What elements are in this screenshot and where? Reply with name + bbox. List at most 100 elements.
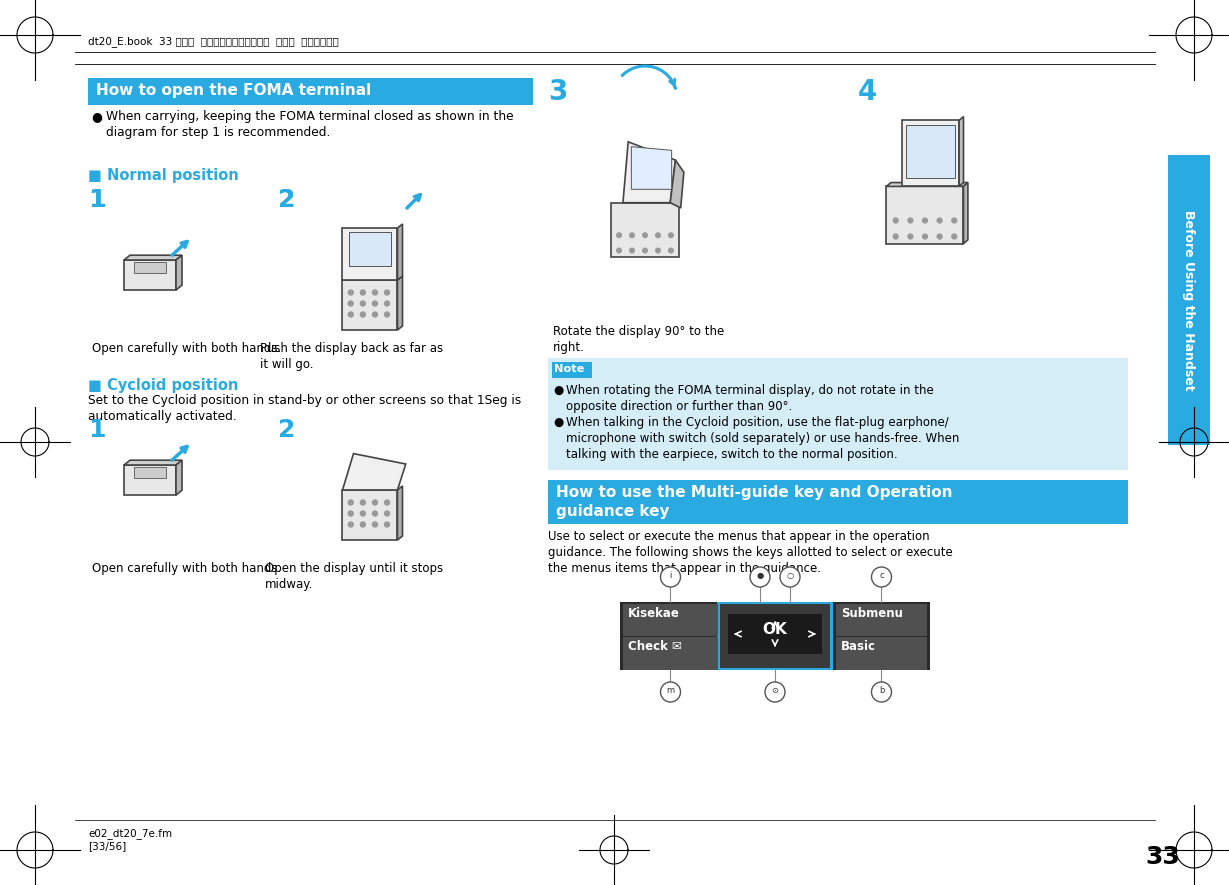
Circle shape [617, 233, 622, 237]
Circle shape [385, 312, 390, 317]
Circle shape [951, 235, 956, 239]
Bar [720, 604, 830, 668]
Text: Open the display until it stops
midway.: Open the display until it stops midway. [265, 562, 444, 591]
Circle shape [385, 522, 390, 527]
Circle shape [348, 522, 353, 527]
Circle shape [871, 567, 891, 587]
Circle shape [923, 218, 928, 223]
Text: OK: OK [763, 622, 788, 637]
Circle shape [360, 290, 365, 295]
Polygon shape [124, 465, 176, 495]
Text: When talking in the Cycloid position, use the flat-plug earphone/
microphone wit: When talking in the Cycloid position, us… [567, 416, 960, 461]
Polygon shape [902, 120, 959, 187]
Text: dt20_E.book  33 ページ  ２００７年１２月１２日  水曜日  午後２時３分: dt20_E.book 33 ページ ２００７年１２月１２日 水曜日 午後２時３… [88, 36, 339, 47]
Text: ■ Cycloid position: ■ Cycloid position [88, 378, 238, 393]
Polygon shape [907, 125, 955, 179]
Circle shape [908, 218, 913, 223]
Text: 3: 3 [548, 78, 568, 106]
Circle shape [360, 301, 365, 306]
Text: ⊙: ⊙ [772, 686, 778, 695]
Bar [619, 602, 930, 670]
Circle shape [893, 235, 898, 239]
Bar [728, 614, 822, 654]
Circle shape [385, 290, 390, 295]
Circle shape [629, 233, 634, 237]
Circle shape [780, 567, 800, 587]
Polygon shape [349, 232, 391, 266]
Text: Open carefully with both hands.: Open carefully with both hands. [92, 342, 281, 355]
Text: ○: ○ [787, 571, 794, 580]
Circle shape [643, 233, 648, 237]
Bar [836, 637, 927, 670]
Text: ●: ● [553, 384, 563, 397]
Polygon shape [959, 117, 964, 187]
Polygon shape [134, 262, 166, 273]
Text: ●: ● [91, 110, 102, 123]
Bar [836, 604, 927, 636]
Text: 2: 2 [278, 418, 295, 442]
Text: 4: 4 [858, 78, 878, 106]
Text: Kisekae: Kisekae [628, 607, 680, 620]
Bar [548, 358, 1128, 470]
Polygon shape [134, 467, 166, 478]
Circle shape [655, 233, 660, 237]
Polygon shape [343, 228, 397, 280]
Circle shape [360, 312, 365, 317]
Text: c: c [879, 571, 884, 580]
Polygon shape [343, 280, 397, 330]
Text: Submenu: Submenu [841, 607, 903, 620]
Circle shape [669, 248, 673, 253]
Polygon shape [397, 224, 403, 280]
Circle shape [360, 511, 365, 516]
Circle shape [660, 682, 681, 702]
Text: 1: 1 [88, 188, 106, 212]
Polygon shape [886, 182, 968, 187]
Circle shape [372, 500, 377, 505]
Text: How to use the Multi-guide key and Operation
guidance key: How to use the Multi-guide key and Opera… [556, 485, 952, 519]
Circle shape [385, 511, 390, 516]
Polygon shape [397, 276, 403, 330]
Text: 33: 33 [1145, 845, 1180, 869]
Text: b: b [879, 686, 884, 695]
Text: Rotate the display 90° to the
right.: Rotate the display 90° to the right. [553, 325, 724, 354]
Bar [717, 602, 833, 670]
Bar [548, 480, 1128, 524]
Text: Before Using the Handset: Before Using the Handset [1182, 210, 1196, 390]
Bar [623, 637, 718, 670]
Text: 1: 1 [88, 188, 106, 212]
Text: How to open the FOMA terminal: How to open the FOMA terminal [96, 83, 371, 98]
Bar [1168, 155, 1211, 445]
Circle shape [908, 235, 913, 239]
Text: i: i [670, 571, 672, 580]
Circle shape [372, 511, 377, 516]
Circle shape [348, 301, 353, 306]
Text: 2: 2 [278, 188, 295, 212]
Text: 1: 1 [88, 418, 106, 442]
Text: Check ✉: Check ✉ [628, 640, 682, 653]
Polygon shape [176, 460, 182, 495]
Text: m: m [666, 686, 675, 695]
Circle shape [348, 500, 353, 505]
Polygon shape [343, 454, 406, 490]
Circle shape [951, 218, 956, 223]
Bar [623, 604, 718, 636]
Circle shape [360, 522, 365, 527]
Polygon shape [397, 486, 403, 540]
Polygon shape [124, 460, 182, 465]
Polygon shape [670, 160, 683, 208]
Circle shape [938, 218, 943, 223]
Circle shape [372, 312, 377, 317]
Polygon shape [632, 147, 672, 189]
Text: ■ Normal position: ■ Normal position [88, 168, 238, 183]
Circle shape [871, 682, 891, 702]
Text: Push the display back as far as
it will go.: Push the display back as far as it will … [261, 342, 444, 371]
Circle shape [893, 218, 898, 223]
Text: e02_dt20_7e.fm
[33/56]: e02_dt20_7e.fm [33/56] [88, 828, 172, 851]
Bar [552, 362, 592, 378]
Circle shape [655, 248, 660, 253]
Bar [88, 78, 533, 105]
Polygon shape [886, 187, 964, 243]
Circle shape [643, 248, 648, 253]
Polygon shape [964, 182, 968, 243]
Circle shape [660, 567, 681, 587]
